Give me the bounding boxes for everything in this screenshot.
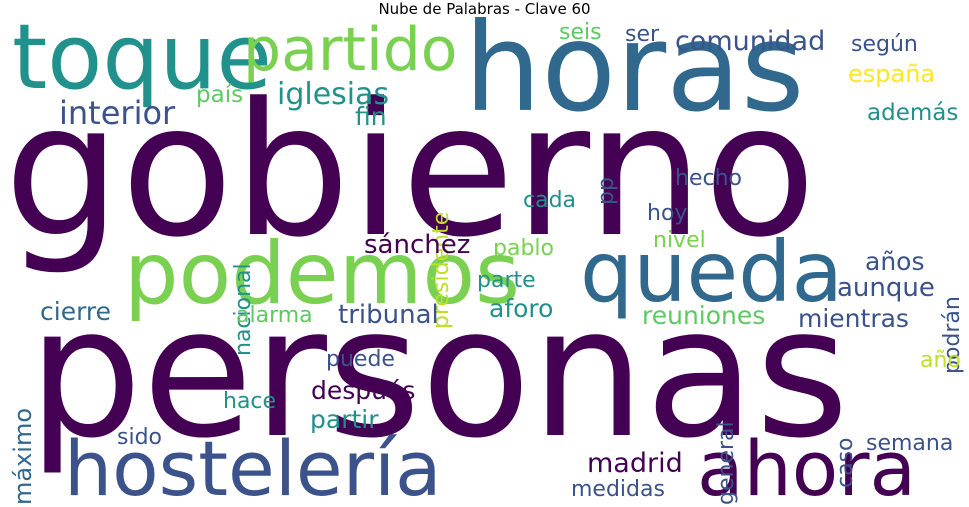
word-comunidad: comunidad [675, 26, 826, 57]
word-ano: año [920, 348, 961, 373]
word-pablo: pablo [493, 236, 554, 261]
word-madrid: madrid [587, 448, 683, 479]
word-partir: partir [310, 405, 379, 434]
word-toque: toque [12, 5, 272, 110]
word-iglesias: iglesias [277, 77, 390, 112]
word-general: general [714, 421, 739, 505]
word-sido: sido [117, 425, 162, 450]
word-seis: seis [559, 20, 602, 45]
word-despues: después [311, 376, 416, 405]
word-horas: horas [464, 0, 805, 139]
word-hosteleria: hostelería [64, 424, 442, 507]
word-personas: personas [28, 269, 850, 478]
word-podemos: podemos [124, 224, 520, 324]
word-medidas: medidas [571, 477, 665, 502]
word-ser: ser [625, 22, 660, 47]
word-sanchez: sánchez [364, 230, 471, 260]
word-aforo: aforo [489, 294, 554, 323]
word-ademas: además [867, 100, 959, 126]
chart-title: Nube de Palabras - Clave 60 [378, 0, 591, 18]
word-reuniones: reuniones [642, 301, 766, 330]
word-semana: semana [866, 431, 954, 456]
word-hecho: hecho [675, 166, 742, 191]
word-alarma: alarma [236, 303, 313, 328]
word-pp: pp [594, 177, 619, 205]
word-nivel: nivel [653, 228, 706, 253]
word-hace: hace [223, 389, 277, 414]
word-fin: fin [355, 102, 387, 131]
word-parte: parte [477, 268, 536, 293]
word-interior: interior [59, 94, 176, 132]
word-cada: cada [523, 188, 577, 213]
word-espana: españa [848, 60, 936, 88]
word-segun: según [851, 32, 918, 57]
word-caso: caso [833, 437, 858, 489]
word-pais: país [196, 82, 244, 108]
word-tribunal: tribunal [338, 300, 439, 330]
word-maximo: máximo [9, 407, 37, 505]
word-queda: queda [580, 223, 844, 321]
word-partido: partido [243, 15, 458, 85]
word-hoy: hoy [647, 201, 688, 226]
word-mientras: mientras [798, 304, 909, 333]
word-gobierno: gobierno [4, 64, 817, 278]
word-anos: años [865, 247, 925, 276]
word-ahora: ahora [697, 424, 917, 507]
word-cierre: cierre [40, 297, 112, 326]
word-puede: puede [326, 347, 395, 372]
word-aunque: aunque [837, 273, 935, 303]
